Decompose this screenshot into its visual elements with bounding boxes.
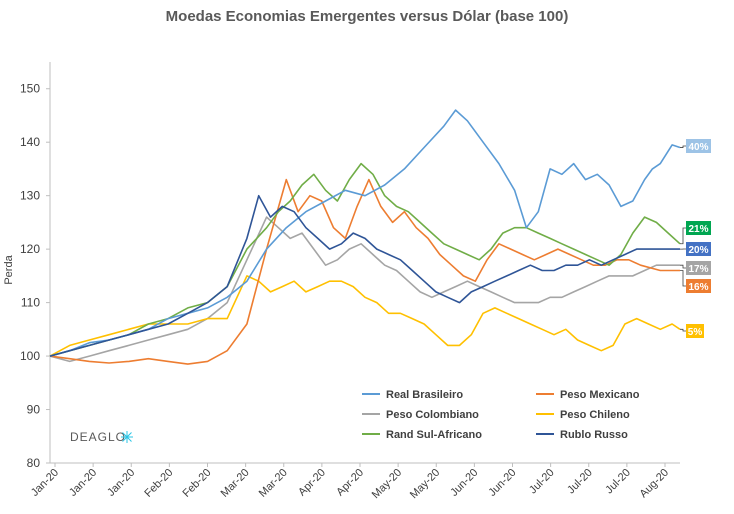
x-tick-label: Jul-20 [603, 467, 633, 497]
y-tick-label: 80 [27, 456, 41, 470]
legend-label: Peso Mexicano [560, 389, 640, 401]
logo-text: DEAGLO [70, 430, 126, 444]
y-axis-label: Perda [3, 254, 15, 284]
sparkle-icon [121, 431, 133, 443]
end-label: 40% [688, 142, 708, 153]
end-label-box [686, 324, 704, 338]
x-tick-label: Jun-20 [448, 467, 480, 499]
x-tick-label: May-20 [408, 467, 442, 501]
y-tick-label: 140 [20, 135, 40, 149]
series-line-real-brasileiro [49, 109, 681, 357]
x-tick-label: Jan-20 [67, 467, 99, 499]
end-label-leader [680, 328, 686, 332]
x-tick-label: Jul-20 [527, 467, 557, 497]
x-tick-label: Feb-20 [142, 467, 175, 500]
end-label-leader [680, 270, 686, 287]
end-label: 20% [688, 245, 708, 256]
x-axis: Jan-20 Jan-20 Jan-20 Feb-20 Feb-20 Mar-20 Mar-… [29, 462, 680, 501]
chart-title: Moedas Economias Emergentes versus Dólar… [165, 8, 569, 25]
series-group [49, 109, 681, 365]
end-label: 16% [688, 282, 708, 293]
end-label: 21% [688, 224, 708, 235]
y-tick-label: 120 [20, 242, 40, 256]
legend-label: Peso Chileno [560, 409, 630, 421]
y-tick-label: 110 [21, 296, 40, 310]
series-line-rublo-russo [49, 194, 680, 357]
x-tick-label: Mar-20 [257, 467, 290, 500]
end-label-leader [680, 227, 686, 245]
x-tick-label: Jul-20 [565, 467, 595, 497]
x-tick-label: Aug-20 [638, 467, 672, 501]
end-label-box [686, 261, 711, 275]
x-tick-label: May-20 [370, 467, 404, 501]
legend-label: Rand Sul-Africano [386, 429, 482, 441]
x-tick-label: Apr-20 [296, 467, 328, 499]
series-line-rand-sul-africano [49, 162, 681, 357]
end-label-leader [680, 264, 686, 269]
x-tick-label: Jan-20 [105, 467, 137, 499]
end-label-box [686, 242, 711, 256]
x-tick-label: Jun-20 [486, 467, 518, 499]
legend-label: Rublo Russo [560, 429, 628, 441]
x-tick-label: Feb-20 [180, 467, 213, 500]
y-tick-label: 150 [20, 82, 40, 96]
end-labels: 40% 16% 17% 5% 21% 20% [680, 139, 711, 338]
end-label: 5% [688, 327, 703, 338]
legend-label: Peso Colombiano [386, 409, 479, 421]
x-tick-label: Jan-20 [29, 467, 61, 499]
y-tick-label: 130 [20, 189, 40, 203]
series-line-peso-colombiano [49, 216, 680, 363]
logo: DEAGLO [70, 430, 133, 444]
end-label: 17% [688, 264, 708, 275]
end-label-box [686, 279, 711, 293]
end-label-box [686, 221, 711, 235]
series-line-peso-mexicano [49, 178, 680, 365]
legend-label: Real Brasileiro [386, 389, 463, 401]
legend: Real Brasileiro Peso Mexicano Peso Colombi… [362, 389, 640, 441]
y-axis: 80 90 100 110 120 130 140 150 [20, 62, 51, 470]
y-tick-label: 100 [20, 349, 40, 363]
y-tick-label: 90 [27, 403, 41, 417]
x-tick-label: Apr-20 [334, 467, 366, 499]
end-label-box [686, 139, 711, 153]
series-line-peso-chileno [49, 275, 681, 357]
x-tick-label: Mar-20 [219, 467, 252, 500]
end-label-leader [680, 145, 686, 148]
